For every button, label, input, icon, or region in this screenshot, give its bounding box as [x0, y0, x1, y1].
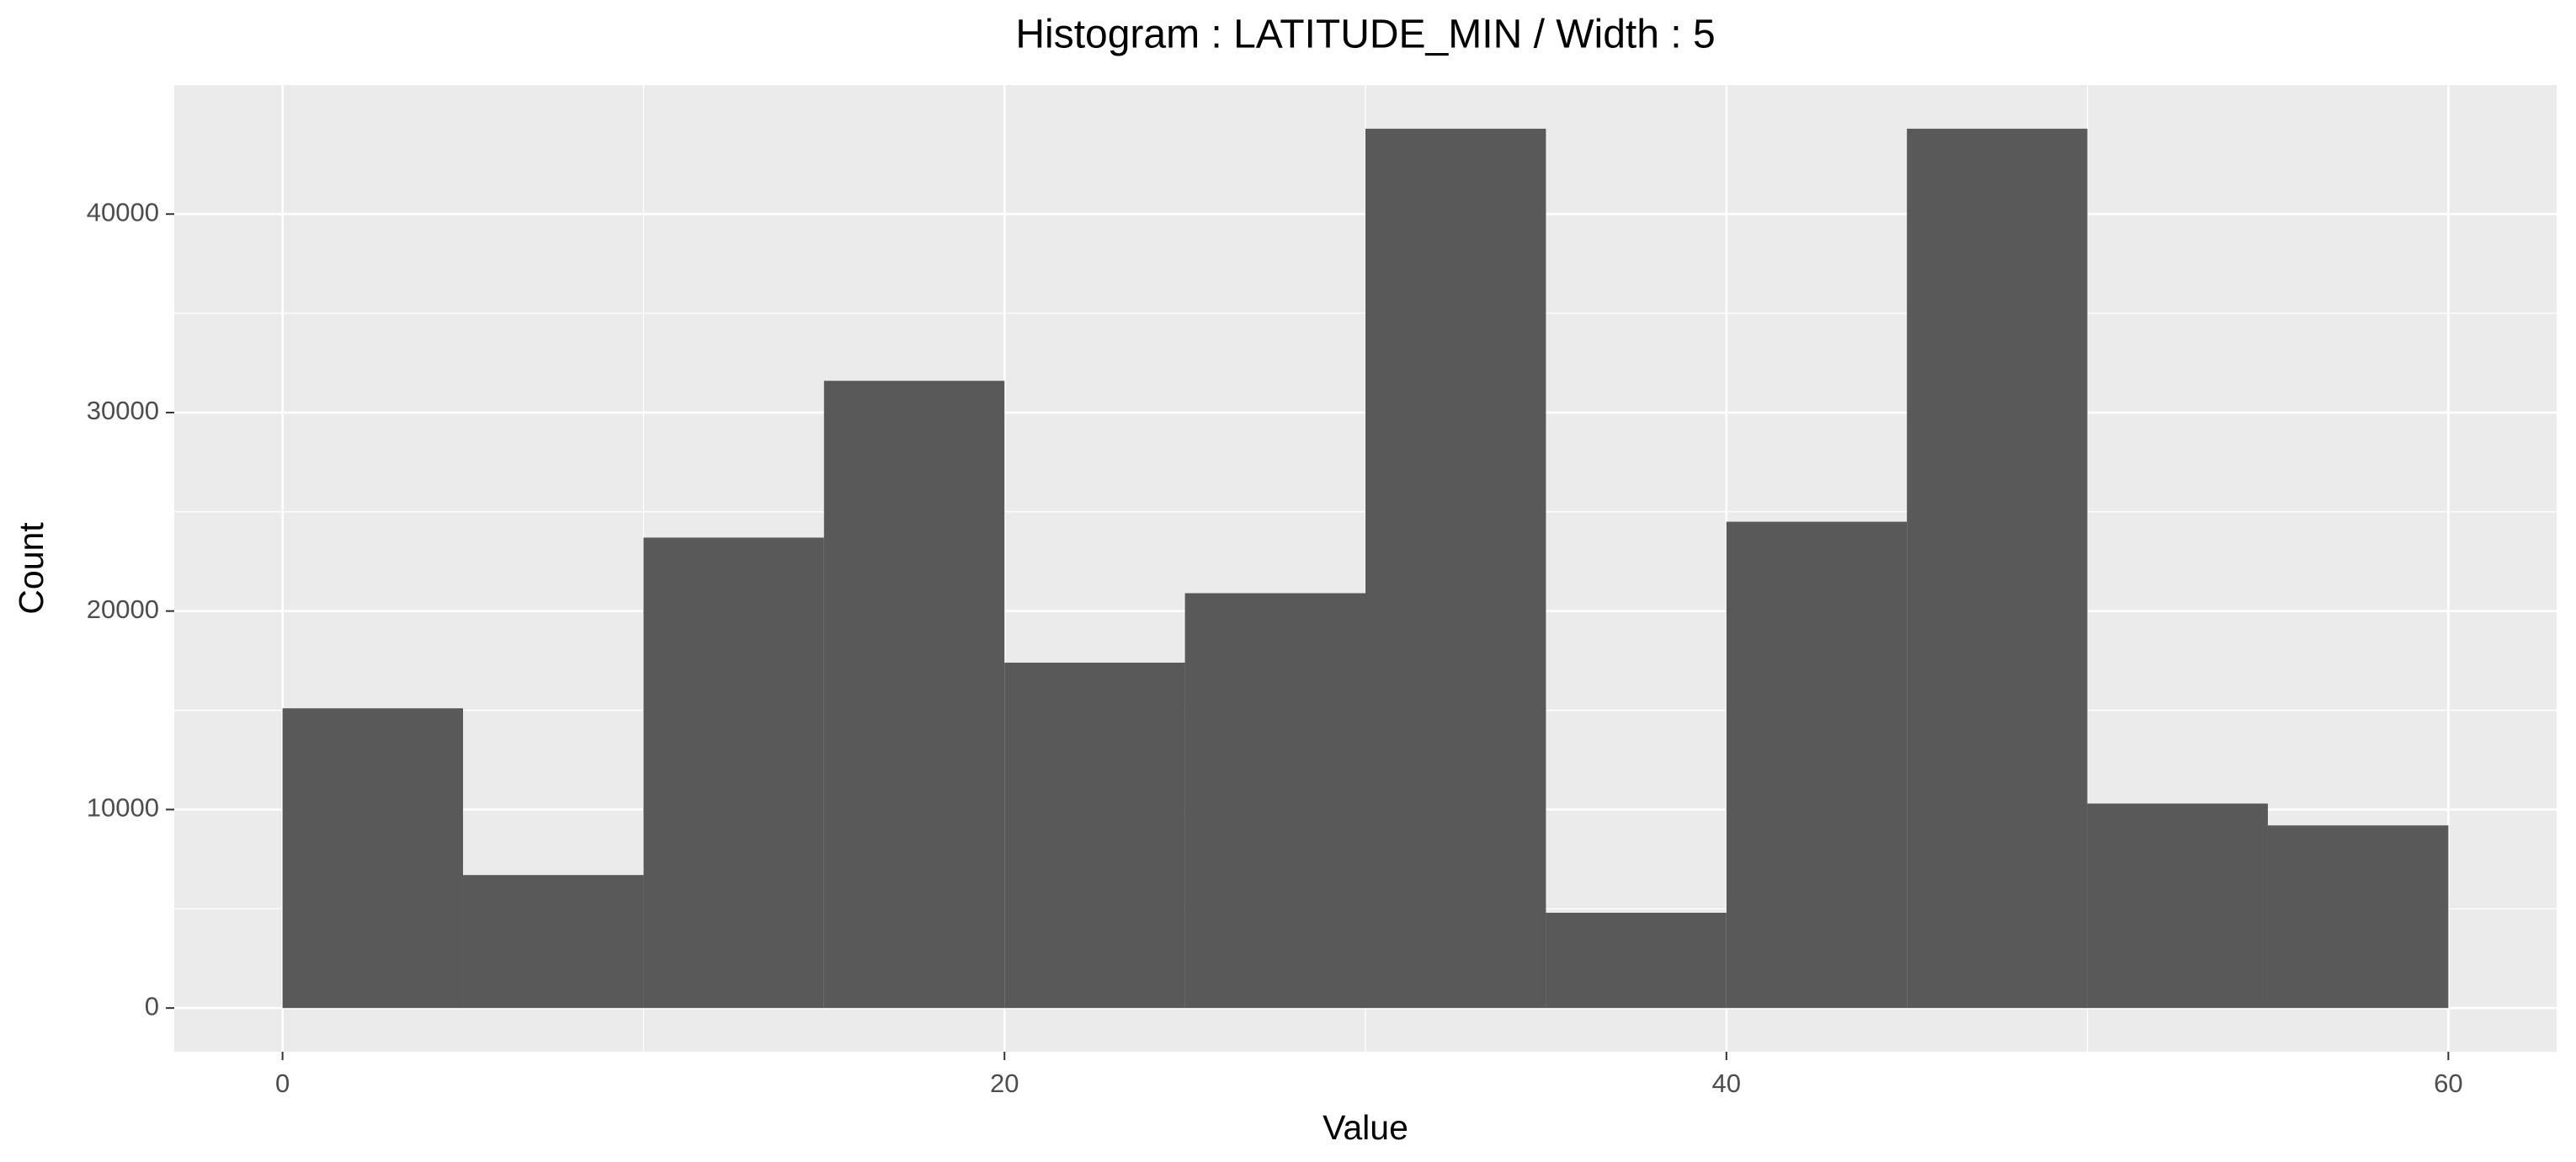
bar [1726, 521, 1908, 1009]
bar [1546, 912, 1727, 1009]
x-tick-label: 0 [275, 1069, 290, 1098]
bar [1184, 593, 1365, 1009]
y-tick-label: 20000 [87, 594, 159, 624]
x-tick-label: 40 [1712, 1069, 1741, 1098]
bar [643, 537, 824, 1009]
y-tick-label: 10000 [87, 793, 159, 823]
x-tick-label: 20 [990, 1069, 1019, 1098]
y-tick-label: 30000 [87, 396, 159, 425]
chart-title: Histogram : LATITUDE_MIN / Width : 5 [1015, 13, 1715, 57]
bar [1907, 128, 2088, 1009]
bar [2087, 803, 2268, 1009]
bar [282, 708, 464, 1009]
x-axis-title: Value [1323, 1108, 1408, 1147]
bar [1004, 662, 1185, 1009]
bar [1365, 128, 1546, 1009]
bar [823, 381, 1005, 1009]
y-tick-label: 0 [145, 991, 159, 1021]
x-tick-label: 60 [2434, 1069, 2462, 1098]
bar [463, 875, 644, 1009]
bar [2267, 825, 2449, 1009]
bars [282, 128, 2449, 1009]
y-axis-title: Count [12, 522, 51, 615]
y-tick-label: 40000 [87, 197, 159, 227]
